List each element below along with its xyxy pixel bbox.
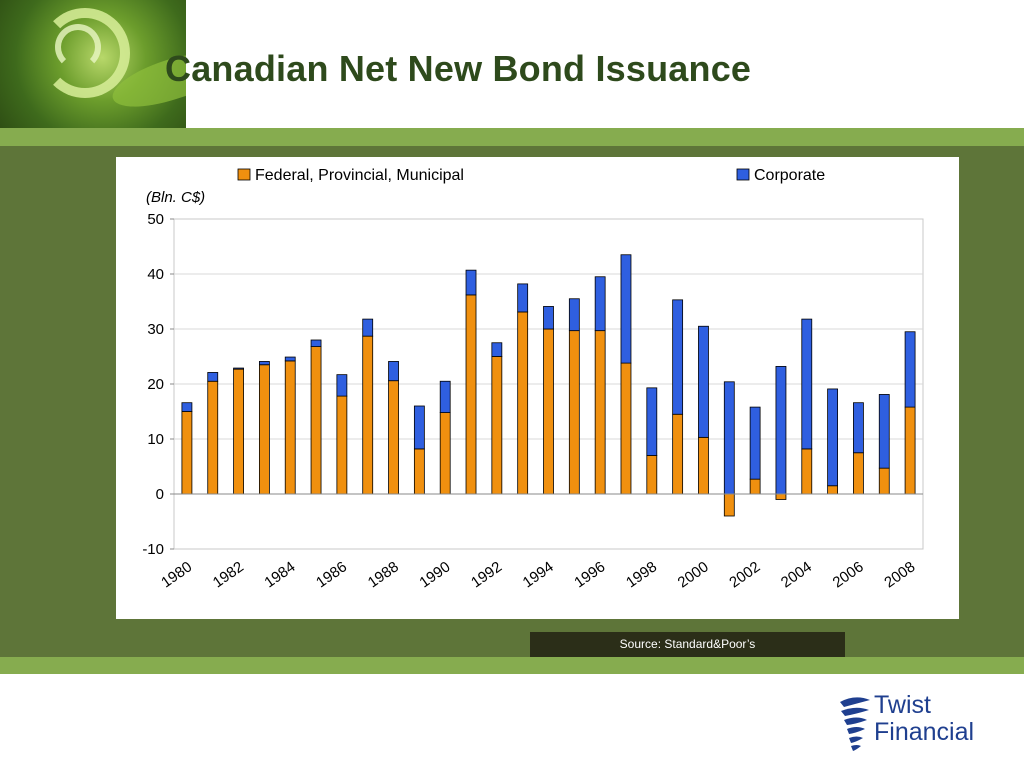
bar-fpm-1988 bbox=[388, 380, 399, 495]
y-axis-label: (Bln. C$) bbox=[146, 189, 205, 206]
bar-corporate-2003 bbox=[775, 365, 787, 495]
bar-corporate-1992 bbox=[491, 342, 503, 357]
x-tick-label: 2002 bbox=[726, 558, 763, 591]
bar-fpm-1982 bbox=[233, 368, 244, 495]
bar-corporate-1990 bbox=[439, 380, 451, 414]
page-title: Canadian Net New Bond Issuance bbox=[165, 48, 752, 89]
bar-fpm-1998 bbox=[646, 455, 658, 495]
x-tick-label: 1988 bbox=[365, 558, 402, 591]
bar-corporate-1982 bbox=[233, 367, 244, 370]
bar-corporate-1994 bbox=[543, 306, 554, 330]
bar-fpm-2000 bbox=[698, 436, 709, 495]
bar-corporate-2002 bbox=[749, 406, 761, 480]
logo-text-financial: Financial bbox=[874, 718, 975, 746]
x-tick-label: 1994 bbox=[520, 558, 557, 591]
bar-corporate-1980 bbox=[181, 402, 193, 412]
x-tick-label: 2004 bbox=[778, 558, 815, 591]
legend-swatch bbox=[237, 168, 251, 181]
bar-corporate-2006 bbox=[853, 402, 864, 454]
bar-fpm-2007 bbox=[878, 467, 890, 495]
bar-fpm-1995 bbox=[568, 330, 580, 495]
x-tick-label: 1990 bbox=[416, 558, 453, 591]
header-swirl-shape bbox=[40, 8, 130, 98]
bar-fpm-1984 bbox=[284, 360, 296, 495]
bar-fpm-2003 bbox=[775, 493, 787, 500]
bar-corporate-1981 bbox=[207, 372, 219, 382]
x-tick-label: 1996 bbox=[571, 558, 608, 591]
top-band bbox=[0, 128, 1024, 146]
bar-corporate-2004 bbox=[801, 318, 813, 450]
bar-fpm-1987 bbox=[362, 335, 374, 495]
bar-corporate-2005 bbox=[827, 388, 839, 487]
bar-corporate-1993 bbox=[517, 283, 529, 313]
legend-swatch bbox=[736, 168, 750, 181]
bar-corporate-1989 bbox=[413, 405, 425, 450]
bar-fpm-2001 bbox=[723, 493, 735, 517]
y-tick-label: 30 bbox=[147, 321, 164, 338]
bar-fpm-1983 bbox=[258, 364, 270, 495]
bar-corporate-1999 bbox=[672, 299, 684, 415]
x-tick-label: 1980 bbox=[158, 558, 195, 591]
x-tick-label: 2008 bbox=[881, 558, 918, 591]
x-tick-label: 1992 bbox=[468, 558, 505, 591]
bar-corporate-1983 bbox=[258, 361, 270, 366]
bar-corporate-1988 bbox=[388, 361, 399, 382]
company-logo: Twist Financial bbox=[838, 692, 998, 752]
bar-fpm-1990 bbox=[439, 412, 451, 495]
logo-text-twist: Twist bbox=[874, 691, 931, 719]
bar-fpm-1989 bbox=[413, 448, 425, 495]
bar-corporate-1996 bbox=[594, 276, 606, 332]
x-tick-label: 1982 bbox=[210, 558, 247, 591]
bar-corporate-1986 bbox=[336, 374, 348, 397]
source-note: Source: Standard&Poor’s bbox=[530, 632, 845, 657]
twist-logo-icon bbox=[840, 697, 870, 751]
bar-corporate-1987 bbox=[362, 318, 374, 337]
header-swirl-inner-shape bbox=[55, 24, 101, 70]
bar-corporate-2001 bbox=[723, 381, 735, 495]
bar-fpm-1996 bbox=[594, 330, 606, 495]
logo-wordmark: Twist Financial bbox=[874, 692, 974, 746]
chart-panel: -10 0 10 20 30 40 50 1980 1982 1984 1986 1988 1990 19… bbox=[116, 157, 959, 619]
bar-fpm-2005 bbox=[827, 485, 839, 495]
bar-corporate-1997 bbox=[620, 254, 632, 364]
legend-label: Federal, Provincial, Municipal bbox=[255, 167, 464, 184]
y-tick-label: -10 bbox=[142, 541, 164, 558]
bar-fpm-1993 bbox=[517, 311, 529, 495]
bar-fpm-2004 bbox=[801, 448, 813, 495]
bar-fpm-2006 bbox=[853, 452, 864, 495]
bar-fpm-1985 bbox=[310, 346, 322, 495]
bar-fpm-1994 bbox=[543, 328, 554, 495]
y-tick-label: 20 bbox=[147, 376, 164, 393]
x-tick-label: 1986 bbox=[313, 558, 350, 591]
y-tick-label: 10 bbox=[147, 431, 164, 448]
bar-fpm-2008 bbox=[904, 406, 916, 495]
bar-corporate-2007 bbox=[878, 394, 890, 469]
bar-corporate-1995 bbox=[568, 298, 580, 332]
bar-corporate-1985 bbox=[310, 339, 322, 347]
y-tick-label: 0 bbox=[156, 486, 164, 503]
bar-fpm-1991 bbox=[465, 294, 477, 495]
bar-corporate-1991 bbox=[465, 269, 477, 296]
x-tick-label: 2000 bbox=[675, 558, 712, 591]
legend-label: Corporate bbox=[754, 167, 825, 184]
bar-fpm-1980 bbox=[181, 411, 193, 495]
bar-corporate-2008 bbox=[904, 331, 916, 408]
y-tick-label: 40 bbox=[147, 266, 164, 283]
x-tick-label: 2006 bbox=[830, 558, 867, 591]
bar-corporate-1984 bbox=[284, 356, 296, 362]
y-tick-label: 50 bbox=[147, 211, 164, 228]
bottom-band bbox=[0, 657, 1024, 674]
bar-fpm-1999 bbox=[672, 413, 684, 495]
bar-fpm-1981 bbox=[207, 380, 219, 495]
bar-fpm-1997 bbox=[620, 362, 632, 495]
bar-corporate-1998 bbox=[646, 387, 658, 456]
x-tick-label: 1998 bbox=[623, 558, 660, 591]
bar-corporate-2000 bbox=[698, 325, 709, 438]
header-leaf-image bbox=[0, 0, 186, 128]
bar-fpm-1992 bbox=[491, 356, 503, 495]
bond-issuance-chart: -10 0 10 20 30 40 50 1980 1982 1984 1986 1988 1990 19… bbox=[142, 167, 924, 591]
bar-fpm-1986 bbox=[336, 395, 348, 495]
x-tick-label: 1984 bbox=[261, 558, 298, 591]
bar-fpm-2002 bbox=[749, 478, 761, 495]
